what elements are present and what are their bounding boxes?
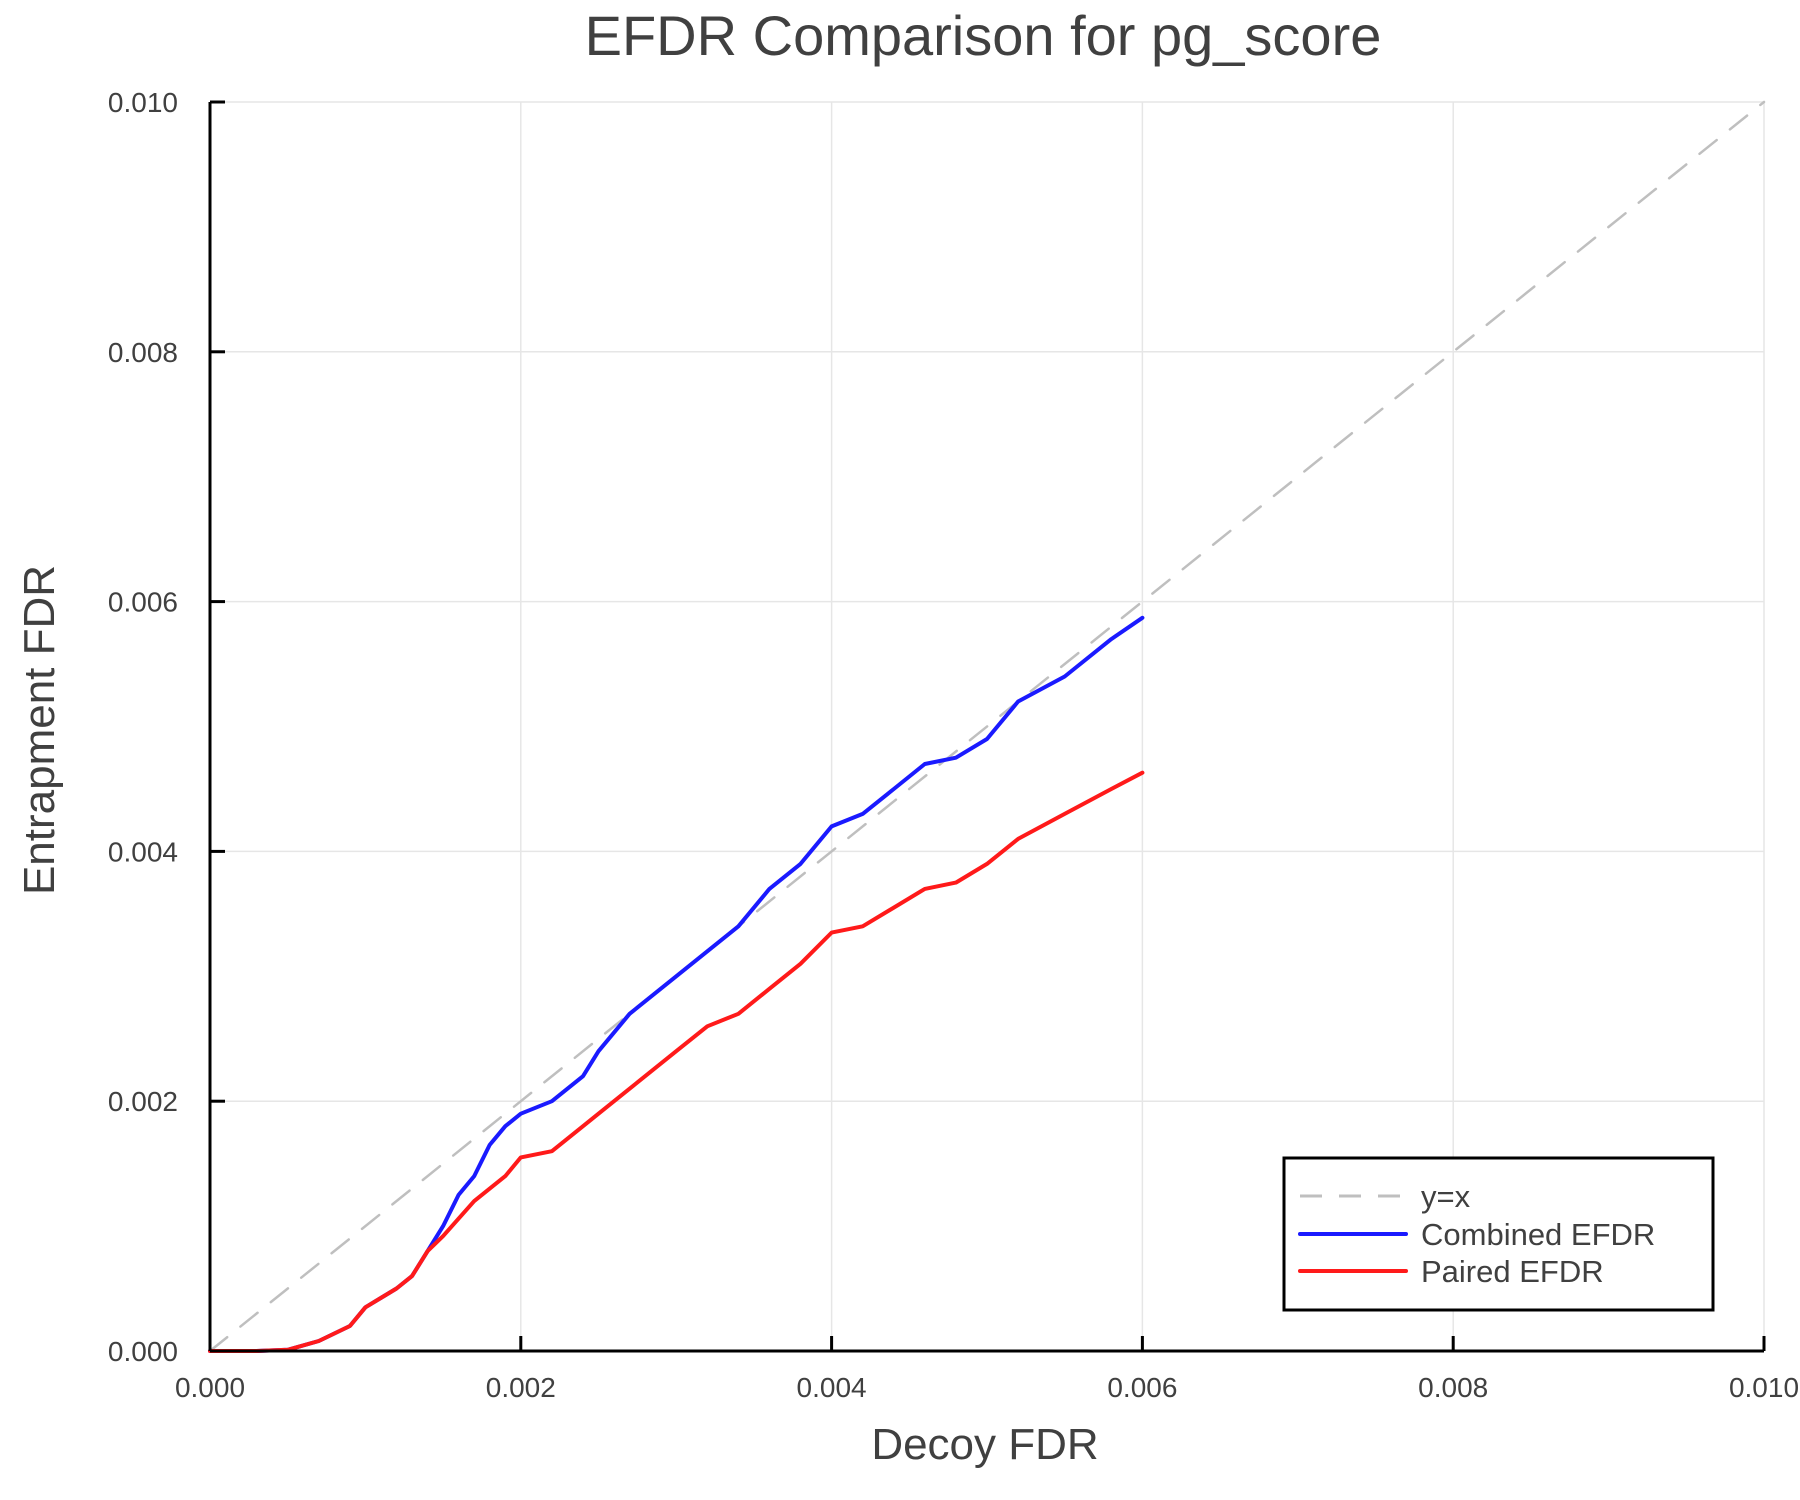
x-axis-label: Decoy FDR <box>871 1420 1098 1469</box>
x-tick-label: 0.002 <box>486 1372 556 1403</box>
y-tick-label: 0.008 <box>108 337 178 368</box>
x-axis-ticks: 0.000 0.002 0.004 0.006 0.008 0.010 <box>175 1336 1799 1403</box>
legend-label: Combined EFDR <box>1421 1217 1655 1252</box>
data-series <box>208 615 1145 1353</box>
y-tick-label: 0.010 <box>108 87 178 118</box>
x-tick-label: 0.010 <box>1729 1372 1799 1403</box>
chart-title: EFDR Comparison for pg_score <box>585 4 1382 67</box>
y-axis-ticks: 0.000 0.002 0.004 0.006 0.008 0.010 <box>108 87 225 1367</box>
grid-lines <box>210 101 1765 1351</box>
x-tick-label: 0.008 <box>1418 1372 1488 1403</box>
series-line-combined-efdr <box>208 615 1145 1353</box>
legend-label: Paired EFDR <box>1421 1254 1604 1289</box>
legend-item-combined-efdr: Combined EFDR <box>1298 1217 1655 1252</box>
legend-item-y-equals-x: y=x <box>1300 1179 1471 1214</box>
series-y-equals-x <box>208 100 1766 1353</box>
legend-label: y=x <box>1421 1179 1471 1214</box>
legend-item-paired-efdr: Paired EFDR <box>1298 1254 1604 1289</box>
x-tick-label: 0.000 <box>175 1372 245 1403</box>
y-tick-label: 0.006 <box>108 587 178 618</box>
x-tick-label: 0.004 <box>797 1372 867 1403</box>
y-tick-label: 0.002 <box>108 1086 178 1117</box>
axes <box>208 102 1764 1353</box>
y-tick-label: 0.000 <box>108 1336 178 1367</box>
x-tick-label: 0.006 <box>1107 1372 1177 1403</box>
y-axis-label: Entrapment FDR <box>15 565 64 895</box>
legend: y=x Combined EFDR Paired EFDR <box>1282 1156 1715 1312</box>
y-tick-label: 0.004 <box>108 836 178 867</box>
series-line-y-x <box>208 100 1766 1353</box>
series-line-paired-efdr <box>208 770 1145 1353</box>
